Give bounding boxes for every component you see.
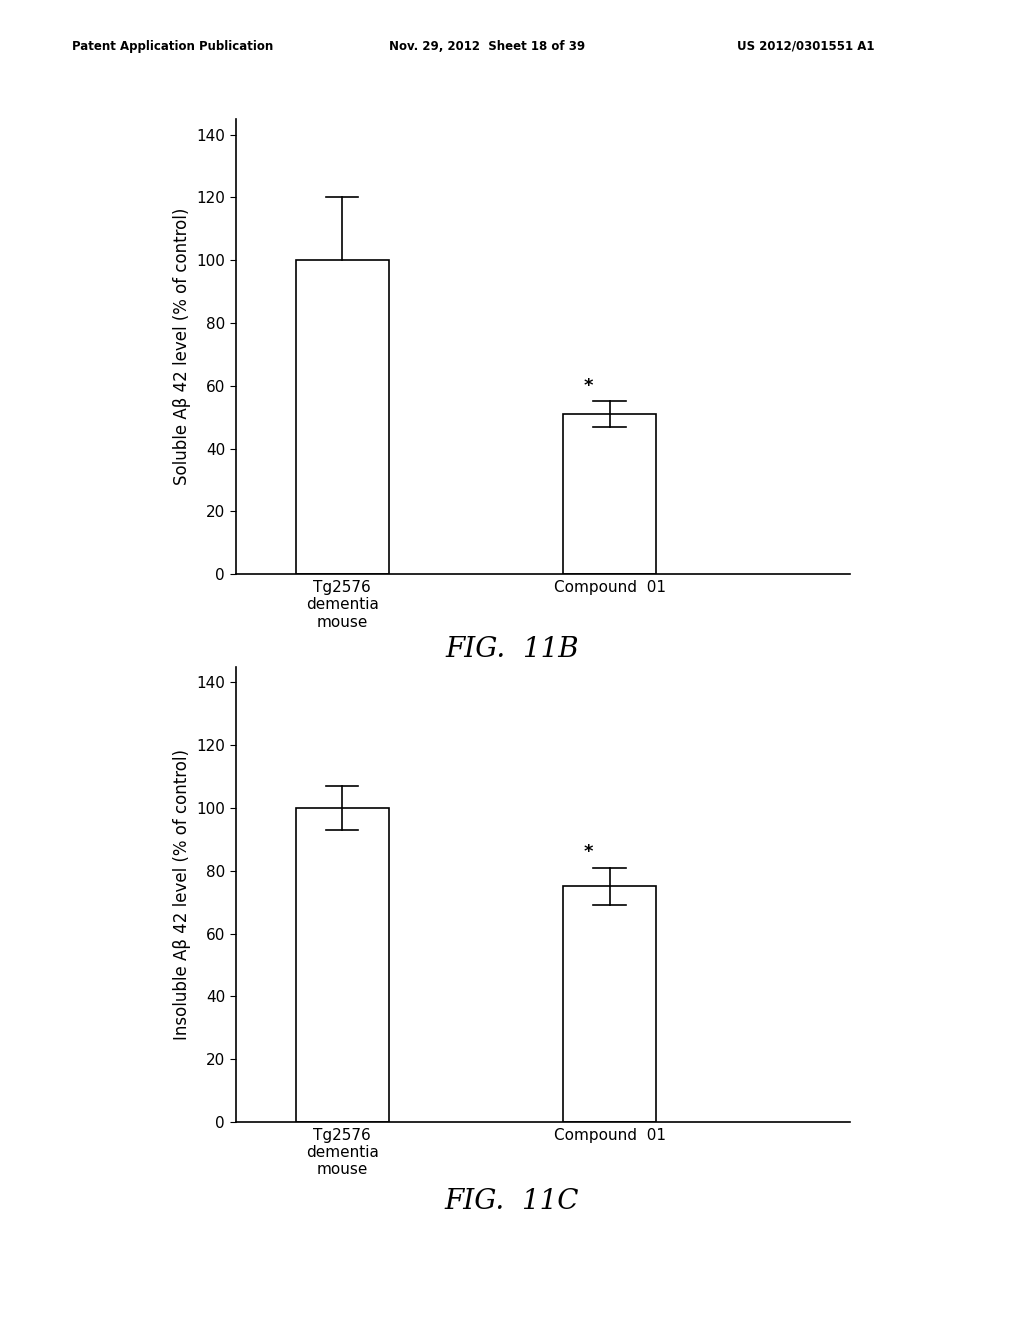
Bar (296, 808, 389, 1122)
Text: Patent Application Publication: Patent Application Publication (72, 40, 273, 53)
Text: Nov. 29, 2012  Sheet 18 of 39: Nov. 29, 2012 Sheet 18 of 39 (389, 40, 586, 53)
Text: *: * (584, 378, 593, 395)
Bar (563, 887, 656, 1122)
Text: US 2012/0301551 A1: US 2012/0301551 A1 (737, 40, 874, 53)
Y-axis label: Insoluble Aβ 42 level (% of control): Insoluble Aβ 42 level (% of control) (173, 748, 190, 1040)
Text: FIG.  11C: FIG. 11C (444, 1188, 580, 1214)
Bar (563, 414, 656, 574)
Text: *: * (584, 843, 593, 862)
Y-axis label: Soluble Aβ 42 level (% of control): Soluble Aβ 42 level (% of control) (173, 207, 190, 486)
Text: FIG.  11B: FIG. 11B (445, 636, 579, 663)
Bar (296, 260, 389, 574)
